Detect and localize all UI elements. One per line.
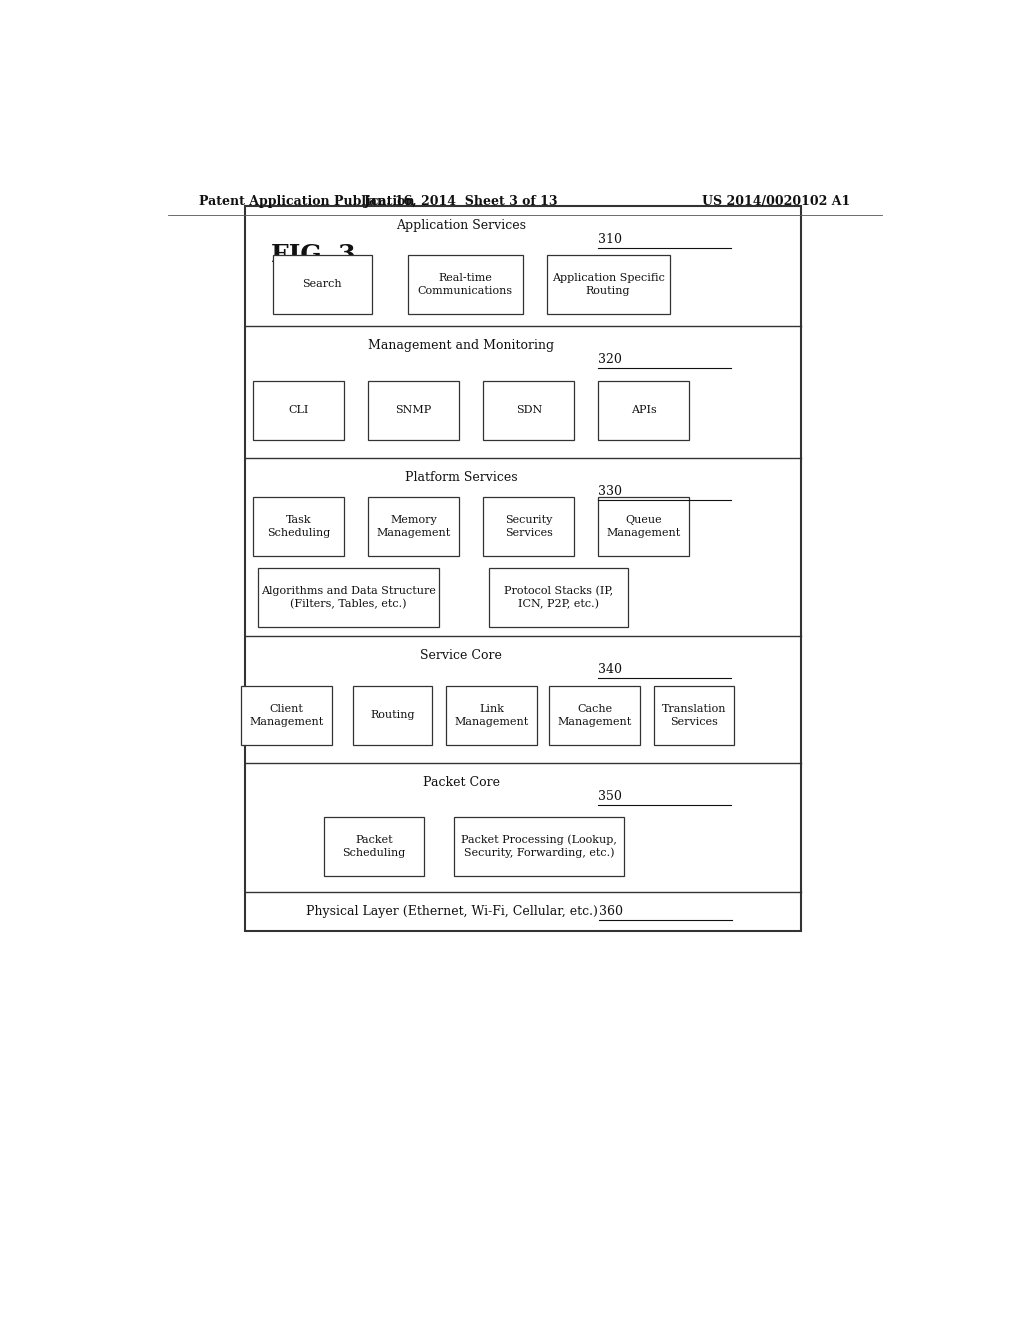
Text: Packet
Scheduling: Packet Scheduling <box>342 836 406 858</box>
Text: Memory
Management: Memory Management <box>377 515 451 537</box>
Text: Packet Core: Packet Core <box>423 776 500 789</box>
Bar <box>489 568 629 627</box>
Text: Queue
Management: Queue Management <box>606 515 681 537</box>
Text: SNMP: SNMP <box>395 405 432 416</box>
Bar <box>325 817 424 876</box>
Text: Security
Services: Security Services <box>505 515 553 537</box>
Bar <box>454 817 625 876</box>
Text: Patent Application Publication: Patent Application Publication <box>200 194 415 207</box>
Bar <box>258 568 439 627</box>
Text: Protocol Stacks (IP,
ICN, P2P, etc.): Protocol Stacks (IP, ICN, P2P, etc.) <box>505 586 613 609</box>
Text: Algorithms and Data Structure
(Filters, Tables, etc.): Algorithms and Data Structure (Filters, … <box>261 586 436 609</box>
Text: FIG. 3: FIG. 3 <box>270 243 355 267</box>
Text: Translation
Services: Translation Services <box>662 704 726 726</box>
Text: Application Specific
Routing: Application Specific Routing <box>552 273 665 296</box>
Text: Jan. 16, 2014  Sheet 3 of 13: Jan. 16, 2014 Sheet 3 of 13 <box>365 194 558 207</box>
Text: Cache
Management: Cache Management <box>557 704 632 726</box>
Text: Application Services: Application Services <box>396 219 526 232</box>
Bar <box>549 686 640 744</box>
Text: 320: 320 <box>598 354 622 366</box>
Bar <box>483 496 574 556</box>
Text: US 2014/0020102 A1: US 2014/0020102 A1 <box>701 194 850 207</box>
Bar <box>272 255 372 314</box>
Text: Search: Search <box>303 280 342 289</box>
Text: Service Core: Service Core <box>421 649 502 663</box>
Bar <box>598 496 689 556</box>
Bar <box>483 381 574 440</box>
Text: SDN: SDN <box>516 405 542 416</box>
Bar <box>253 381 344 440</box>
Text: Real-time
Communications: Real-time Communications <box>418 273 513 296</box>
Text: Management and Monitoring: Management and Monitoring <box>369 339 554 352</box>
Bar <box>445 686 538 744</box>
Text: Link
Management: Link Management <box>455 704 528 726</box>
Text: Platform Services: Platform Services <box>406 471 517 484</box>
Text: APIs: APIs <box>631 405 656 416</box>
Bar <box>246 206 801 931</box>
Text: 310: 310 <box>598 234 622 247</box>
Bar <box>368 381 460 440</box>
Bar <box>352 686 432 744</box>
Bar <box>368 496 460 556</box>
Bar <box>253 496 344 556</box>
Text: Packet Processing (Lookup,
Security, Forwarding, etc.): Packet Processing (Lookup, Security, For… <box>461 834 617 858</box>
Text: CLI: CLI <box>289 405 309 416</box>
Bar <box>654 686 733 744</box>
Bar <box>408 255 523 314</box>
Text: Routing: Routing <box>370 710 415 721</box>
Bar <box>241 686 333 744</box>
Bar <box>547 255 670 314</box>
Bar <box>598 381 689 440</box>
Text: 360: 360 <box>599 906 624 917</box>
Text: 300: 300 <box>633 265 659 280</box>
Text: 350: 350 <box>598 791 622 803</box>
Text: Client
Management: Client Management <box>250 704 324 726</box>
Text: 330: 330 <box>598 486 622 498</box>
Text: Task
Scheduling: Task Scheduling <box>267 515 331 537</box>
Text: 340: 340 <box>598 663 622 676</box>
Text: Physical Layer (Ethernet, Wi-Fi, Cellular, etc.): Physical Layer (Ethernet, Wi-Fi, Cellula… <box>306 906 598 917</box>
